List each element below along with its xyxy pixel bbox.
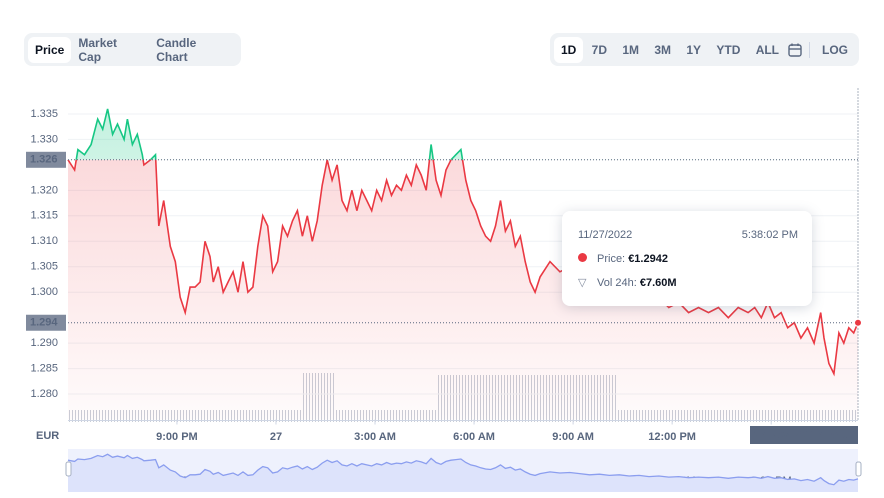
tab[interactable]: Candle Chart	[156, 35, 197, 64]
log-button[interactable]: LOG	[822, 42, 848, 57]
range[interactable]: ALL	[755, 42, 780, 57]
tooltip-time: 5:38:02 PM	[741, 229, 798, 241]
y-tick-label: 1.315	[30, 210, 58, 222]
tab[interactable]: Price	[28, 36, 72, 63]
range[interactable]: 3M	[654, 42, 672, 57]
x-tick-label: 6:00 AM	[453, 431, 495, 443]
y-tick-label: 1.290	[30, 337, 58, 349]
volume-label: Vol 24h:	[597, 277, 637, 289]
last-point	[854, 318, 862, 327]
navigator-handle[interactable]	[855, 461, 862, 477]
price-badge	[26, 314, 66, 331]
price-label: Price:	[597, 253, 626, 265]
range-bar: 1D 7D 1M 3M 1Y YTD ALL LOG	[550, 33, 859, 66]
area-down	[68, 159, 858, 420]
range[interactable]: 7D	[591, 42, 608, 57]
volume-value: €7.60M	[639, 277, 677, 289]
chart-tabs: Price Market Cap Candle Chart	[24, 33, 241, 66]
x-tick-label: 12:00 PM	[648, 431, 696, 443]
tooltip-date: 11/27/2022	[578, 229, 633, 241]
range[interactable]: 1D	[554, 36, 584, 63]
y-tick-label: 1.320	[30, 184, 58, 196]
x-tick-label: 9:00 AM	[552, 431, 594, 443]
y-tick-label: 1.335	[30, 108, 58, 120]
y-tick-label: 1.285	[30, 362, 58, 374]
separator	[808, 41, 810, 58]
price-badge	[26, 151, 66, 168]
y-tick-label: 1.300	[30, 286, 58, 298]
cursor-badge	[750, 426, 858, 444]
tooltip-price: Price: €1.2942	[578, 253, 668, 265]
cursor-label: 27 Nov '22 17:38:02	[753, 429, 854, 441]
navigator-handle[interactable]	[65, 461, 72, 477]
navigator-area	[68, 454, 858, 492]
y-axis-label: EUR	[36, 430, 59, 442]
y-tick-label: 1.330	[30, 133, 58, 145]
y-tick-label: 1.280	[30, 388, 58, 400]
navigator-line	[67, 453, 859, 486]
x-tick-label: 3:00 AM	[354, 431, 396, 443]
tooltip-volume: ▽ Vol 24h: €7.60M	[578, 277, 677, 289]
price-value: €1.2942	[628, 253, 668, 265]
range[interactable]: YTD	[716, 42, 741, 57]
x-tick-label: 27	[270, 431, 282, 443]
tab[interactable]: Market Cap	[78, 35, 118, 64]
price-line-down	[67, 159, 859, 377]
x-tick-label: 9:00 PM	[156, 431, 198, 443]
range[interactable]: 1M	[622, 42, 640, 57]
price-badge-label: 1.326	[30, 154, 58, 166]
y-tick-label: 1.305	[30, 261, 58, 273]
calendar-icon[interactable]	[787, 42, 803, 58]
tooltip: 11/27/2022 5:38:02 PM Price: €1.2942 ▽ Vo…	[562, 211, 812, 306]
price-badge-label: 1.294	[30, 317, 58, 329]
y-tick-label: 1.310	[30, 235, 58, 247]
range[interactable]: 1Y	[686, 42, 702, 57]
